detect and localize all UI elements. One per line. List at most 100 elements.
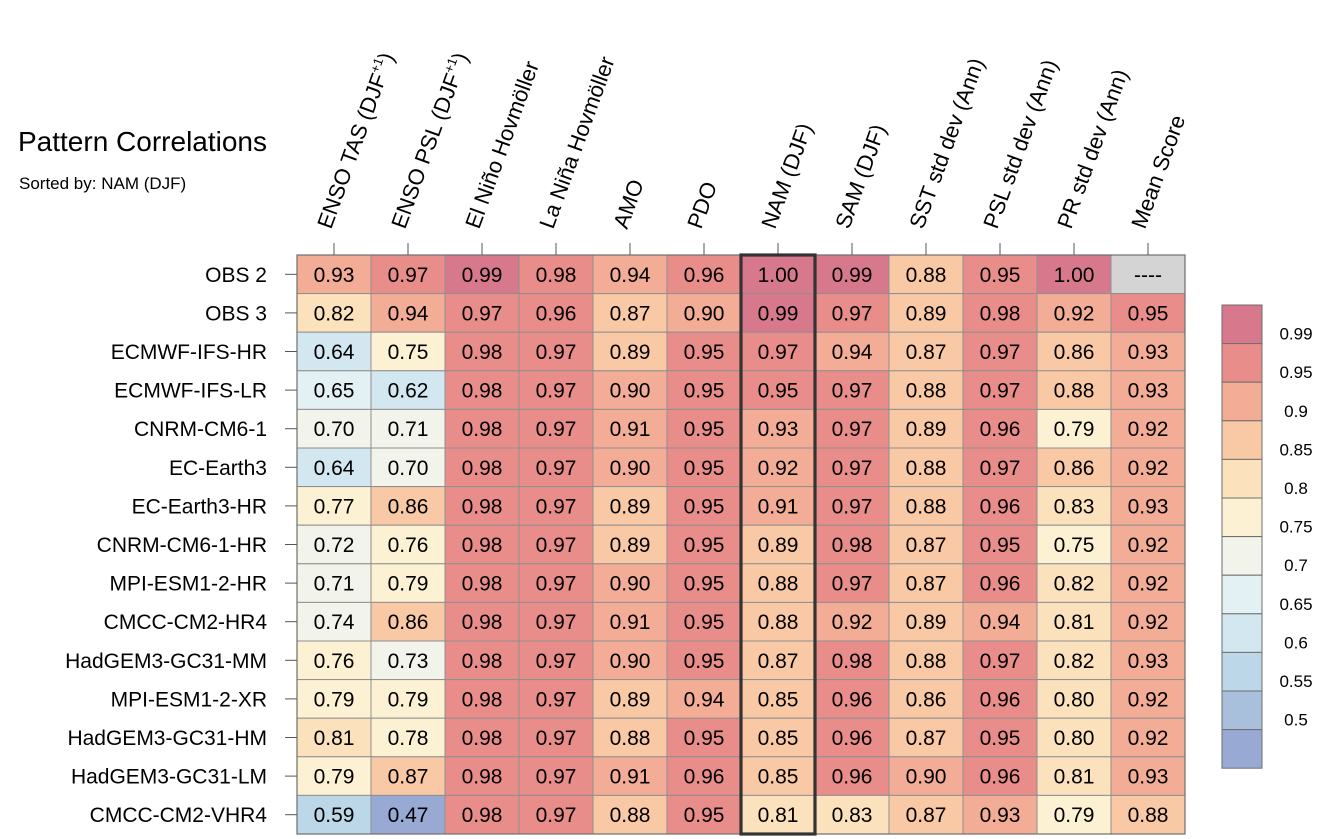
- cell-value-label: 0.98: [462, 688, 503, 711]
- heatmap-cell: [962, 640, 1038, 681]
- cell-value-label: 0.97: [536, 418, 577, 441]
- heatmap-cell: [444, 640, 520, 681]
- heatmap-cell: [370, 756, 446, 796]
- cell-value-label: 0.82: [1054, 573, 1095, 596]
- cell-value-label: 0.97: [536, 688, 577, 711]
- cell-value-label: 0.95: [684, 418, 725, 441]
- heatmap-cell: [444, 601, 520, 642]
- heatmap-cell: [1110, 447, 1186, 488]
- cell-value-label: 0.97: [462, 302, 503, 325]
- cell-value-label: 0.97: [536, 611, 577, 634]
- cell-value-label: 0.81: [1054, 611, 1095, 634]
- cell-value-label: 0.92: [1054, 302, 1095, 325]
- heatmap-cell: [1110, 640, 1186, 681]
- cell-value-label: 0.98: [462, 418, 503, 441]
- heatmap-cell: [444, 794, 520, 835]
- cell-value-label: 0.95: [684, 495, 725, 518]
- heatmap-cell: [888, 563, 964, 603]
- cell-value-label: 0.87: [610, 302, 651, 325]
- heatmap-cells: 0.93 0.97 0.99 0.98 0.94 0.96 1.00 0.99 0.88 0.95…: [296, 254, 1186, 835]
- cell-value-label: 0.89: [610, 495, 651, 518]
- cell-value-label: 0.98: [462, 380, 503, 403]
- column-label-pdo: PDO: [682, 178, 722, 231]
- colorbar-tick-label: 0.9: [1284, 402, 1308, 421]
- cell-value-label: 0.93: [1128, 495, 1169, 518]
- heatmap-cell: [518, 640, 594, 681]
- cell-value-label: 0.97: [980, 457, 1021, 480]
- cell-value-label: 0.90: [684, 302, 725, 325]
- heatmap-cell: [666, 331, 742, 372]
- heatmap-cell: [814, 370, 890, 410]
- cell-value-label: 0.90: [610, 650, 651, 673]
- cell-value-label: 0.95: [980, 534, 1021, 557]
- heatmap-cell: [592, 486, 668, 526]
- cell-value-label: 0.87: [906, 573, 947, 596]
- colorbar-segment: [1221, 690, 1263, 731]
- cell-value-label: 0.79: [1054, 804, 1095, 827]
- cell-value-label: 0.88: [906, 650, 947, 673]
- heatmap-cell: [444, 679, 520, 719]
- cell-value-label: 0.79: [388, 573, 429, 596]
- colorbar-tick-label: 0.65: [1279, 595, 1312, 614]
- cell-value-label: 0.97: [832, 573, 873, 596]
- highlighted-column-outline: [739, 253, 817, 836]
- cell-value-label: 0.94: [684, 688, 725, 711]
- heatmap-cell: [592, 640, 668, 681]
- heatmap-cell: [1110, 524, 1186, 565]
- cell-value-label: 0.79: [1054, 418, 1095, 441]
- cell-value-label: 0.95: [758, 380, 799, 403]
- heatmap-cell: [1110, 254, 1186, 295]
- cell-value-label: 1.00: [1054, 264, 1095, 287]
- cell-value-label: 0.93: [314, 264, 355, 287]
- colorbar-tick-label: 0.55: [1279, 672, 1312, 691]
- cell-value-label: 0.86: [388, 495, 429, 518]
- cell-value-label: 0.98: [462, 341, 503, 364]
- cell-value-label: 0.97: [980, 341, 1021, 364]
- heatmap-cell: [740, 640, 816, 681]
- cell-value-label: 0.73: [388, 650, 429, 673]
- column-label-la-ni-a-hovm-ller: La Niña Hovmöller: [534, 53, 619, 232]
- cell-value-label: 0.96: [980, 688, 1021, 711]
- cell-value-label: 0.88: [758, 573, 799, 596]
- heatmap-cell: [444, 447, 520, 488]
- cell-value-label: 0.92: [832, 611, 873, 634]
- cell-value-label: 0.82: [1054, 650, 1095, 673]
- cell-value-label: 0.95: [684, 341, 725, 364]
- cell-value-label: 1.00: [758, 264, 799, 287]
- cell-value-label: 0.98: [462, 611, 503, 634]
- heatmap-cell: [1110, 756, 1186, 796]
- heatmap-cell: [370, 794, 446, 835]
- cell-value-label: 0.96: [980, 573, 1021, 596]
- heatmap-cell: [962, 717, 1038, 758]
- row-label-cnrm-cm6-1-hr: CNRM-CM6-1-HR: [97, 534, 267, 557]
- column-label-enso-tas-djf-1: ENSO TAS (DJF+1): [311, 49, 399, 232]
- row-label-obs-2: OBS 2: [205, 264, 267, 287]
- heatmap-cell: [370, 254, 446, 295]
- column-label-enso-psl-djf-1: ENSO PSL (DJF+1): [385, 49, 473, 232]
- heatmap-cell: [666, 524, 742, 565]
- heatmap-cell: [962, 563, 1038, 603]
- cell-value-label: 0.98: [462, 495, 503, 518]
- heatmap-cell: [962, 756, 1038, 796]
- heatmap-cell: [740, 331, 816, 372]
- cell-value-label: 0.96: [980, 418, 1021, 441]
- cell-value-label: 0.97: [832, 495, 873, 518]
- heatmap-cell: [370, 640, 446, 681]
- heatmap-cell: [814, 447, 890, 488]
- heatmap-cell: [1036, 293, 1112, 333]
- cell-value-label: 0.97: [832, 418, 873, 441]
- heatmap-cell: [370, 408, 446, 449]
- cell-value-label: 0.89: [906, 302, 947, 325]
- cell-value-label: 0.79: [314, 766, 355, 789]
- cell-value-label: 0.92: [1128, 688, 1169, 711]
- cell-value-label: 0.99: [758, 302, 799, 325]
- column-headers: ENSO TAS (DJF+1)ENSO PSL (DJF+1)El Niño …: [311, 49, 1190, 255]
- cell-value-label: 0.78: [388, 727, 429, 750]
- cell-value-label: 0.95: [684, 650, 725, 673]
- cell-value-label: 0.93: [1128, 380, 1169, 403]
- cell-value-label: 0.88: [906, 495, 947, 518]
- heatmap-cell: [592, 293, 668, 333]
- cell-value-label: 0.85: [758, 727, 799, 750]
- cell-value-label: 0.92: [1128, 727, 1169, 750]
